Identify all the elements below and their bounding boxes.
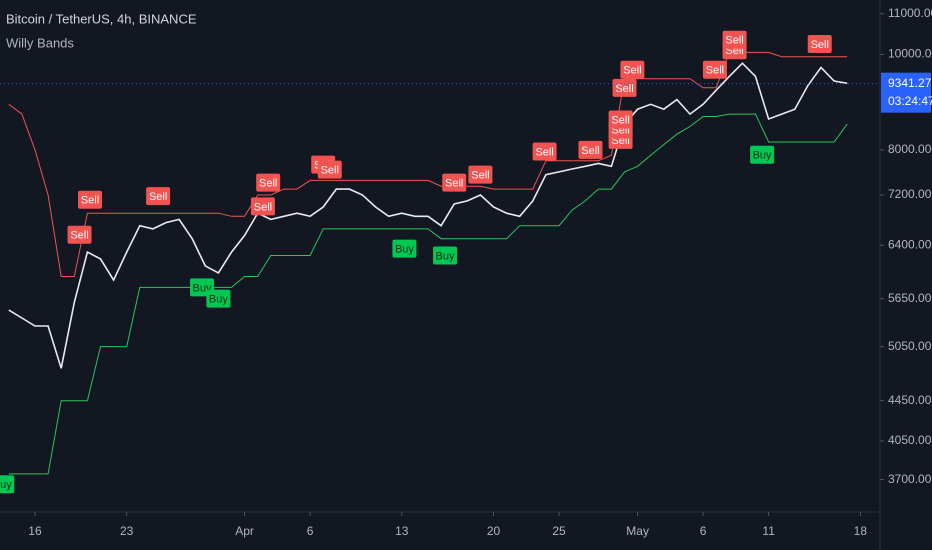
x-tick-label: 13 xyxy=(395,524,409,538)
signal-text: Buy xyxy=(209,294,228,306)
chart-title: Bitcoin / TetherUS, 4h, BINANCE xyxy=(6,11,197,26)
signal-box xyxy=(750,145,775,164)
countdown-label: 03:24:47 xyxy=(888,94,932,108)
x-tick-label: 11 xyxy=(762,524,775,538)
signal-box xyxy=(0,475,15,494)
signal-text: Sell xyxy=(706,65,724,77)
signal-text: Sell xyxy=(581,145,599,157)
y-tick-label: 5650.00 xyxy=(888,291,932,305)
signal-box xyxy=(468,165,493,184)
signal-label: Sell xyxy=(146,187,171,206)
signal-text: Sell xyxy=(81,195,99,207)
band-line xyxy=(8,51,848,277)
signal-label: Sell xyxy=(442,173,467,192)
signal-label: Sell xyxy=(722,30,747,49)
signal-label: Buy xyxy=(0,475,15,494)
y-tick-label: 6400.00 xyxy=(888,237,932,251)
y-tick-label: 3700.00 xyxy=(888,472,932,486)
signal-label: Sell xyxy=(317,160,342,179)
signal-label: Sell xyxy=(67,225,92,244)
y-tick-label: 7200.00 xyxy=(888,187,932,201)
x-tick-label: 23 xyxy=(120,524,134,538)
signal-text: Sell xyxy=(535,146,553,158)
x-tick-label: 6 xyxy=(307,524,314,538)
current-price-box xyxy=(881,72,931,113)
price-line xyxy=(8,62,848,369)
signal-text: Sell xyxy=(149,191,167,203)
signal-box xyxy=(722,30,747,49)
x-tick-label: 18 xyxy=(854,524,868,538)
signal-box xyxy=(250,197,275,216)
signal-label: Sell xyxy=(78,190,103,209)
signal-text: Buy xyxy=(436,250,455,262)
signal-text: Buy xyxy=(395,244,414,256)
x-tick-label: 16 xyxy=(28,524,42,538)
signal-box xyxy=(392,239,417,258)
signal-box xyxy=(78,190,103,209)
signal-box xyxy=(256,173,281,192)
x-tick-label: 25 xyxy=(552,524,566,538)
x-tick-label: 20 xyxy=(487,524,501,538)
signal-box xyxy=(146,187,171,206)
signal-text: Sell xyxy=(623,65,641,77)
signal-box xyxy=(578,140,603,159)
x-tick-label: 6 xyxy=(700,524,707,538)
signal-text: Buy xyxy=(0,479,12,491)
signal-label: Sell xyxy=(468,165,493,184)
x-tick-label: Apr xyxy=(235,524,254,538)
signal-label: Sell xyxy=(620,60,645,79)
signal-label: Sell xyxy=(532,142,557,161)
signal-label: Sell xyxy=(807,34,832,53)
signal-label: Sell xyxy=(608,110,633,129)
signal-box xyxy=(433,246,458,265)
signal-text: Sell xyxy=(615,83,633,95)
signal-label: Sell xyxy=(578,140,603,159)
signal-box xyxy=(608,110,633,129)
y-tick-label: 4050.00 xyxy=(888,433,932,447)
signal-text: Sell xyxy=(321,165,339,177)
signal-label: Buy xyxy=(750,145,775,164)
signal-text: Sell xyxy=(259,178,277,190)
signal-text: Sell xyxy=(70,230,88,242)
signal-box xyxy=(67,225,92,244)
current-price-label: 9341.27 xyxy=(888,76,932,90)
signal-label: Sell xyxy=(256,173,281,192)
signal-box xyxy=(702,60,727,79)
signal-box xyxy=(620,60,645,79)
y-tick-label: 11000.00 xyxy=(888,6,932,20)
signal-box xyxy=(612,78,637,97)
signal-text: Sell xyxy=(254,201,272,213)
signal-label: Sell xyxy=(250,197,275,216)
signal-label: Sell xyxy=(702,60,727,79)
signal-text: Sell xyxy=(811,39,829,51)
signal-label: Buy xyxy=(392,239,417,258)
signal-box xyxy=(442,173,467,192)
signal-box xyxy=(206,289,231,308)
indicator-name: Willy Bands xyxy=(6,35,74,50)
signal-text: Sell xyxy=(611,114,629,126)
signal-text: Buy xyxy=(753,150,772,162)
signal-text: Sell xyxy=(725,35,743,47)
band-line xyxy=(8,113,848,475)
y-tick-label: 5050.00 xyxy=(888,339,932,353)
signal-label: Sell xyxy=(612,78,637,97)
signal-box xyxy=(317,160,342,179)
signal-box xyxy=(807,34,832,53)
x-tick-label: May xyxy=(626,524,649,538)
signal-text: Sell xyxy=(445,178,463,190)
signal-box xyxy=(532,142,557,161)
y-tick-label: 10000.00 xyxy=(888,47,932,61)
signal-text: Sell xyxy=(471,170,489,182)
signal-label: Buy xyxy=(433,246,458,265)
signal-label: Buy xyxy=(206,289,231,308)
y-tick-label: 8000.00 xyxy=(888,142,932,156)
y-tick-label: 4450.00 xyxy=(888,393,932,407)
